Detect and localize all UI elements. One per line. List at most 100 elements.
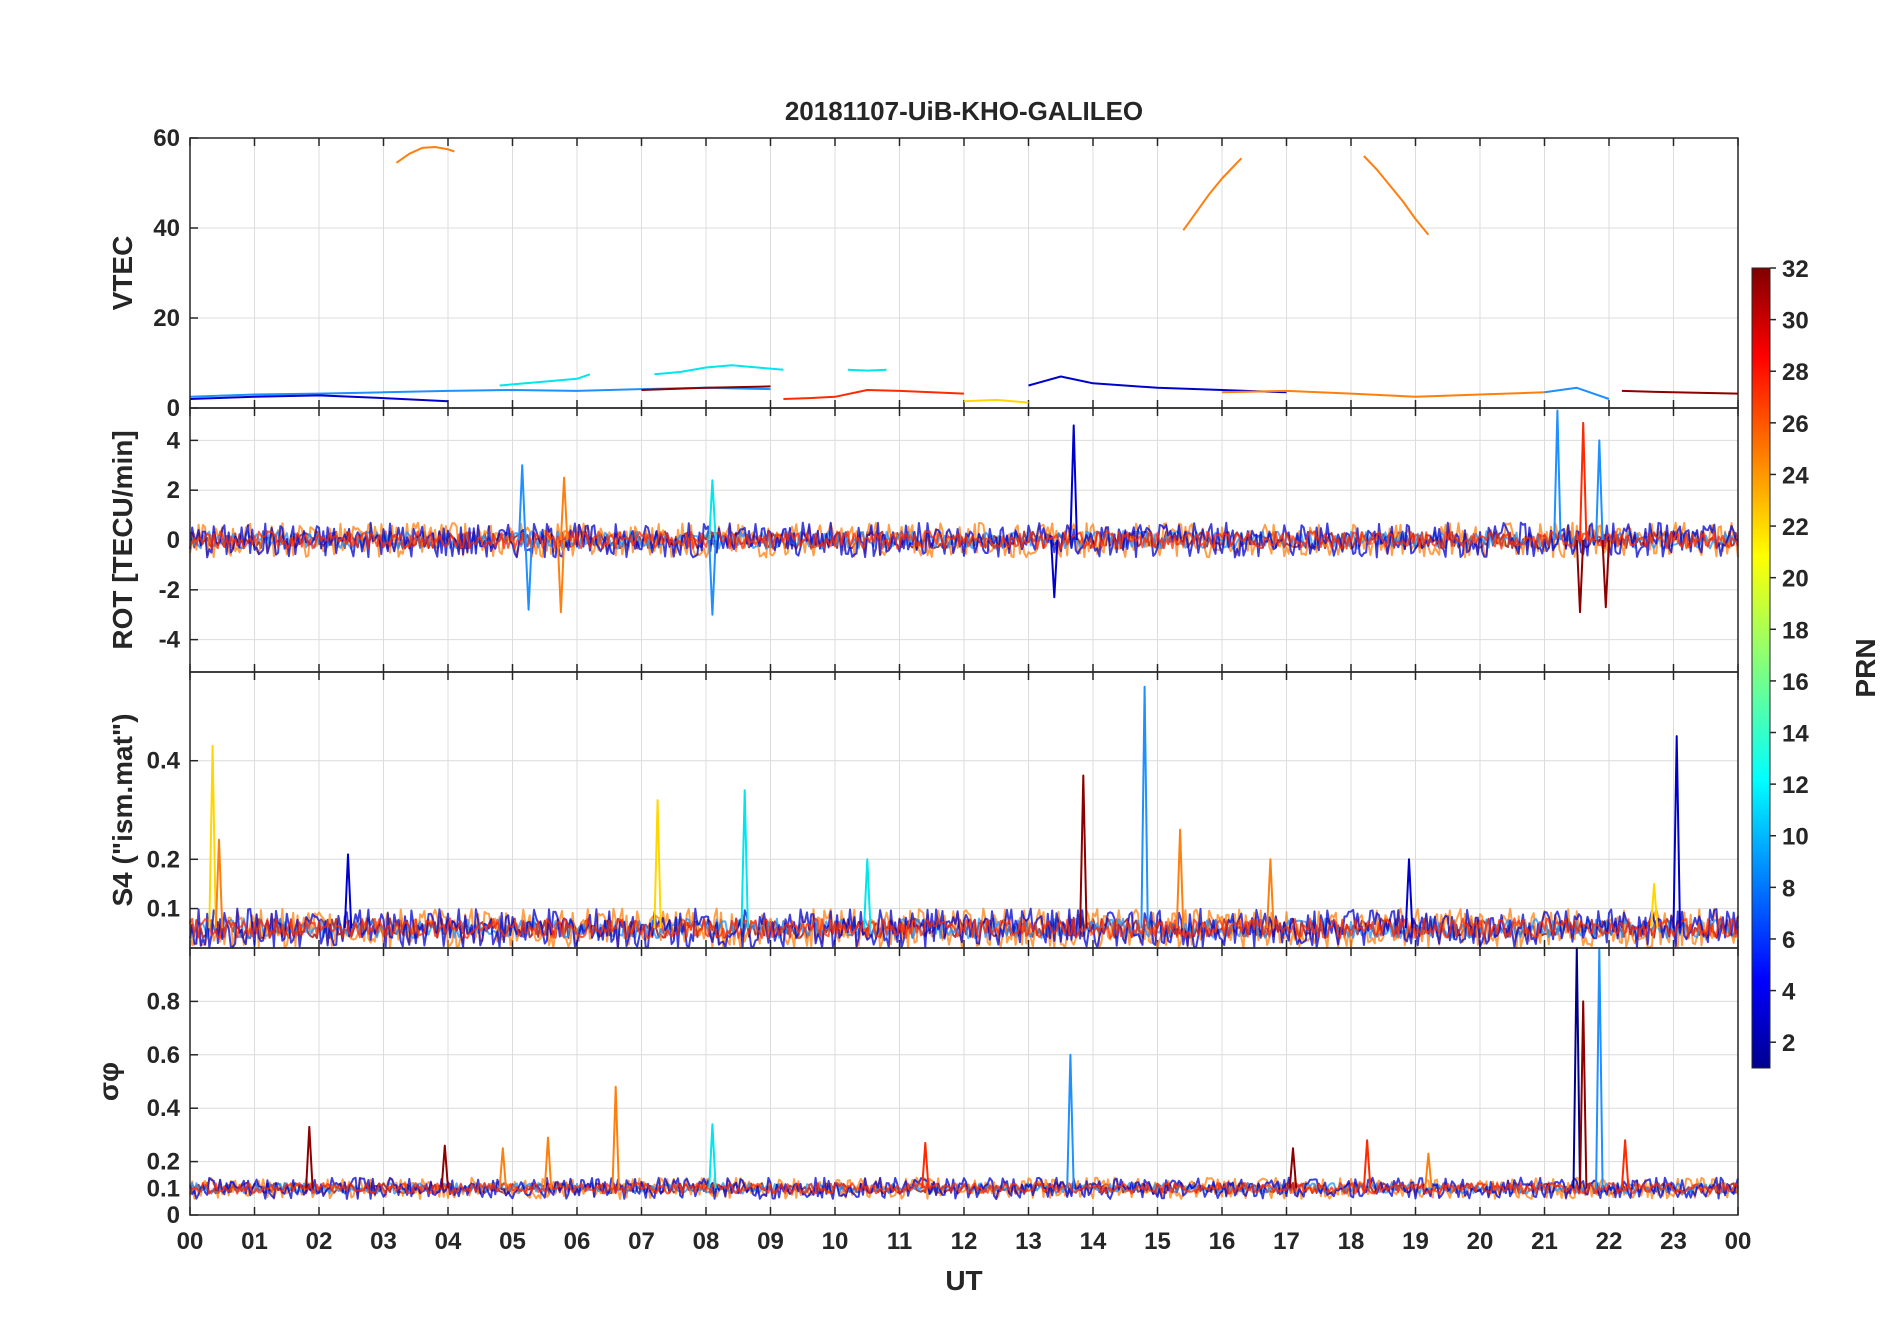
- y-tick-label: 0.1: [147, 896, 180, 923]
- peak-spike: [440, 1144, 449, 1189]
- colorbar-tick-label: 8: [1782, 875, 1795, 902]
- peak-spike: [1050, 539, 1059, 599]
- noise-trace: [189, 907, 1739, 949]
- colorbar-tick-label: 14: [1782, 721, 1809, 748]
- peak-spike: [543, 1136, 553, 1189]
- x-tick-label: 17: [1273, 1228, 1300, 1255]
- x-axis-label: UT: [945, 1265, 982, 1296]
- peak-spike: [1175, 828, 1185, 929]
- vtec-series-line: [1544, 386, 1610, 400]
- noise-trace: [189, 1176, 1739, 1200]
- axes-box: [189, 947, 1739, 1216]
- peak-spike: [1066, 1053, 1075, 1189]
- vtec-series-line: [963, 398, 1029, 404]
- y-tick-label: 4: [167, 427, 181, 454]
- x-tick-label: 23: [1660, 1228, 1687, 1255]
- y-tick-label: 40: [153, 215, 180, 242]
- x-tick-label: 05: [499, 1228, 526, 1255]
- y-axis-label: σφ: [93, 1062, 124, 1101]
- x-tick-label: 19: [1402, 1228, 1429, 1255]
- colorbar-tick-label: 12: [1782, 772, 1809, 799]
- y-tick-label: 20: [153, 305, 180, 332]
- x-tick-label: 06: [564, 1228, 591, 1255]
- colorbar-tick-label: 18: [1782, 617, 1809, 644]
- peak-spike: [1140, 685, 1149, 929]
- vtec-series-line: [1621, 389, 1739, 395]
- colorbar-tick-label: 10: [1782, 824, 1809, 851]
- peak-spike: [556, 539, 566, 614]
- peak-spike: [1288, 1147, 1298, 1189]
- x-tick-label: 09: [757, 1228, 784, 1255]
- colorbar-gradient: [1751, 267, 1771, 1069]
- vtec-series-line: [1182, 157, 1243, 231]
- x-tick-label: 13: [1015, 1228, 1042, 1255]
- panel-s4: 0.1 0.2 0.4 S4 ("ism.mat"): [107, 671, 1739, 949]
- peak-spike: [921, 1141, 930, 1189]
- colorbar-tick-label: 20: [1782, 566, 1809, 593]
- peak-spike: [1404, 858, 1414, 929]
- y-axis-label: ROT [TECU/min]: [107, 430, 138, 649]
- y-tick-label: 0.2: [147, 1149, 180, 1176]
- y-tick-label: 2: [167, 477, 180, 504]
- peak-spike: [611, 1085, 620, 1189]
- peak-spike: [1595, 947, 1604, 1189]
- peak-spike: [708, 539, 717, 616]
- vtec-series-line: [499, 373, 591, 387]
- peak-spike: [305, 1125, 314, 1189]
- colorbar-tick-label: 22: [1782, 514, 1809, 541]
- peak-spike: [1266, 858, 1275, 929]
- x-tick-label: 15: [1144, 1228, 1171, 1255]
- peak-spike: [1579, 421, 1588, 541]
- noise-trace: [189, 907, 1739, 949]
- peak-spike: [214, 838, 224, 929]
- x-tick-label: 04: [435, 1228, 462, 1255]
- noise-trace: [189, 521, 1739, 559]
- peak-spike: [863, 858, 872, 929]
- colorbar-tick-label: 30: [1782, 308, 1809, 335]
- peak-spike: [518, 464, 527, 541]
- peak-spike: [708, 1123, 717, 1189]
- chart-title: 20181107-UiB-KHO-GALILEO: [785, 96, 1143, 126]
- peak-spike: [1672, 735, 1681, 929]
- panel-sigma: 00.10.2 0.4 0.6 0.8 σφ: [93, 947, 1739, 1229]
- x-tick-label: 03: [370, 1228, 397, 1255]
- peak-spike: [1595, 439, 1604, 541]
- peak-spike: [708, 479, 717, 541]
- vtec-series-line: [847, 368, 887, 372]
- panel-vtec: 0 20 40 60 VTEC: [107, 125, 1739, 422]
- vtec-series-line: [654, 364, 784, 376]
- y-tick-label: -2: [159, 577, 180, 604]
- y-tick-label: 0: [167, 527, 180, 554]
- peak-spike: [1079, 774, 1088, 929]
- vtec-series-line: [1221, 389, 1545, 398]
- vtec-series-line: [189, 394, 449, 403]
- y-tick-label: 0.1: [147, 1175, 180, 1202]
- x-tick-label: 00: [1725, 1228, 1752, 1255]
- peak-spike: [740, 789, 749, 929]
- colorbar-tick-label: 16: [1782, 669, 1809, 696]
- vtec-series-line: [641, 385, 771, 391]
- y-tick-label: 0.4: [147, 748, 181, 775]
- x-tick-label: 20: [1467, 1228, 1494, 1255]
- peak-spike: [1572, 947, 1581, 1189]
- x-tick-label: 11: [887, 1228, 912, 1255]
- colorbar-tick-label: 2: [1782, 1030, 1795, 1057]
- colorbar-label: PRN: [1850, 638, 1881, 697]
- peak-spike: [653, 799, 662, 929]
- x-tick-label: 02: [306, 1228, 333, 1255]
- vtec-series-line: [1363, 155, 1430, 236]
- x-tick-label: 10: [822, 1228, 849, 1255]
- x-tick-label: 14: [1080, 1228, 1107, 1255]
- y-tick-label: 0.4: [147, 1095, 181, 1122]
- peak-spike: [1649, 882, 1659, 929]
- y-tick-label: 0.6: [147, 1042, 180, 1069]
- noise-trace: [189, 530, 1739, 550]
- peak-spike: [524, 539, 533, 611]
- colorbar-tick-label: 32: [1782, 256, 1809, 283]
- x-tick-label: 12: [951, 1228, 978, 1255]
- peak-spike: [1553, 409, 1562, 541]
- vtec-series-line: [1028, 375, 1287, 394]
- x-tick-label: 00: [177, 1228, 204, 1255]
